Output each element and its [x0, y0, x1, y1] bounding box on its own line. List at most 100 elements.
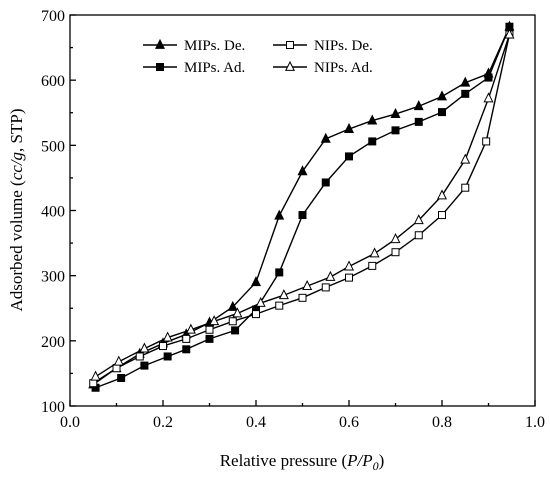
- data-point: [159, 342, 167, 351]
- data-point: [369, 247, 380, 258]
- data-point: [231, 326, 240, 335]
- plot-frame: [69, 14, 536, 407]
- data-point: [321, 283, 330, 292]
- series-1: [91, 22, 514, 392]
- legend-marker: [156, 63, 164, 71]
- data-point: [367, 114, 378, 125]
- data-point: [345, 273, 353, 282]
- data-point: [162, 331, 173, 342]
- data-point: [140, 361, 149, 370]
- data-point: [298, 293, 307, 302]
- data-point: [112, 364, 121, 373]
- legend-label: NIPs. De.: [314, 38, 373, 54]
- data-point: [368, 137, 377, 146]
- series-line: [95, 26, 511, 389]
- y-axis-title: Adsorbed volume (cc/g, STP): [7, 108, 26, 311]
- data-point: [460, 76, 471, 87]
- data-point: [321, 178, 330, 187]
- legend-item: NIPs. De.: [273, 38, 373, 54]
- data-point: [205, 334, 214, 343]
- data-point: [185, 323, 196, 334]
- y-axis-title-italic: cc/g: [7, 152, 26, 180]
- y-tick-label: 400: [41, 204, 65, 221]
- data-point: [343, 260, 355, 271]
- data-point: [414, 231, 423, 240]
- data-point: [460, 153, 471, 164]
- y-tick-label: 500: [41, 138, 65, 155]
- data-point: [228, 317, 237, 326]
- legend-item: MIPs. Ad.: [143, 60, 245, 76]
- y-axis-title-end: , STP): [7, 108, 26, 151]
- data-point: [461, 183, 470, 192]
- series-line: [95, 34, 511, 378]
- legend-marker: [154, 38, 166, 49]
- data-point: [255, 296, 266, 307]
- data-point: [391, 248, 400, 257]
- data-point: [461, 89, 470, 98]
- y-axis-title-main: Adsorbed volume (: [7, 180, 26, 312]
- x-axis-title-main: Relative pressure (: [220, 451, 348, 470]
- series-3: [90, 28, 515, 381]
- data-point: [414, 117, 423, 126]
- series-2: [89, 30, 514, 388]
- data-point: [139, 342, 150, 353]
- data-point: [89, 379, 98, 388]
- legend-item: MIPs. De.: [143, 38, 245, 54]
- data-point: [368, 261, 377, 270]
- series-layer: [88, 20, 515, 392]
- data-point: [390, 107, 401, 118]
- axis-ticks: 0.0 0.2 0.4 0.6 0.8 1.0 100 200 300 400 500 600 700: [41, 8, 545, 431]
- x-tick-label: 0.4: [246, 414, 266, 431]
- data-point: [298, 211, 307, 220]
- data-point: [320, 132, 331, 143]
- data-point: [163, 352, 172, 361]
- data-point: [436, 189, 448, 200]
- data-point: [504, 28, 515, 39]
- y-tick-label: 100: [41, 399, 65, 416]
- legend: MIPs. De. NIPs. De. MIPs. Ad. NIPs. Ad.: [143, 38, 373, 76]
- data-point: [117, 373, 126, 382]
- data-point: [135, 352, 144, 361]
- y-tick-label: 200: [41, 334, 65, 351]
- data-point: [438, 211, 446, 220]
- data-point: [182, 334, 191, 343]
- data-point: [484, 73, 493, 82]
- data-point: [390, 233, 401, 244]
- y-tick-label: 600: [41, 73, 65, 90]
- x-tick-label: 0.2: [153, 414, 173, 431]
- legend-marker: [286, 41, 294, 49]
- data-point: [205, 325, 214, 334]
- data-point: [436, 90, 448, 101]
- data-point: [113, 355, 124, 366]
- data-point: [482, 137, 491, 146]
- data-point: [182, 345, 191, 354]
- data-point: [275, 268, 284, 277]
- data-point: [90, 370, 101, 381]
- data-point: [209, 315, 220, 326]
- data-point: [227, 300, 238, 311]
- data-point: [232, 307, 243, 318]
- data-point: [302, 279, 313, 290]
- data-point: [391, 126, 400, 135]
- data-point: [250, 276, 262, 287]
- x-axis-title-italic: P/P: [346, 451, 373, 470]
- legend-label: MIPs. De.: [184, 38, 245, 54]
- legend-item: NIPs. Ad.: [273, 60, 373, 76]
- x-axis-title-end: ): [379, 451, 385, 470]
- data-point: [343, 122, 355, 133]
- series-line: [92, 34, 511, 384]
- x-axis-title: Relative pressure (P/P0): [220, 451, 385, 473]
- x-tick-label: 0.8: [432, 414, 452, 431]
- x-tick-label: 1.0: [525, 414, 545, 431]
- series-line: [92, 26, 511, 386]
- data-point: [325, 270, 336, 281]
- data-point: [275, 301, 284, 310]
- x-axis-title-sub: 0: [373, 459, 379, 473]
- legend-label: MIPs. Ad.: [184, 60, 245, 76]
- data-point: [274, 209, 285, 220]
- data-point: [413, 214, 424, 225]
- legend-label: NIPs. Ad.: [314, 60, 373, 76]
- x-tick-label: 0.6: [339, 414, 359, 431]
